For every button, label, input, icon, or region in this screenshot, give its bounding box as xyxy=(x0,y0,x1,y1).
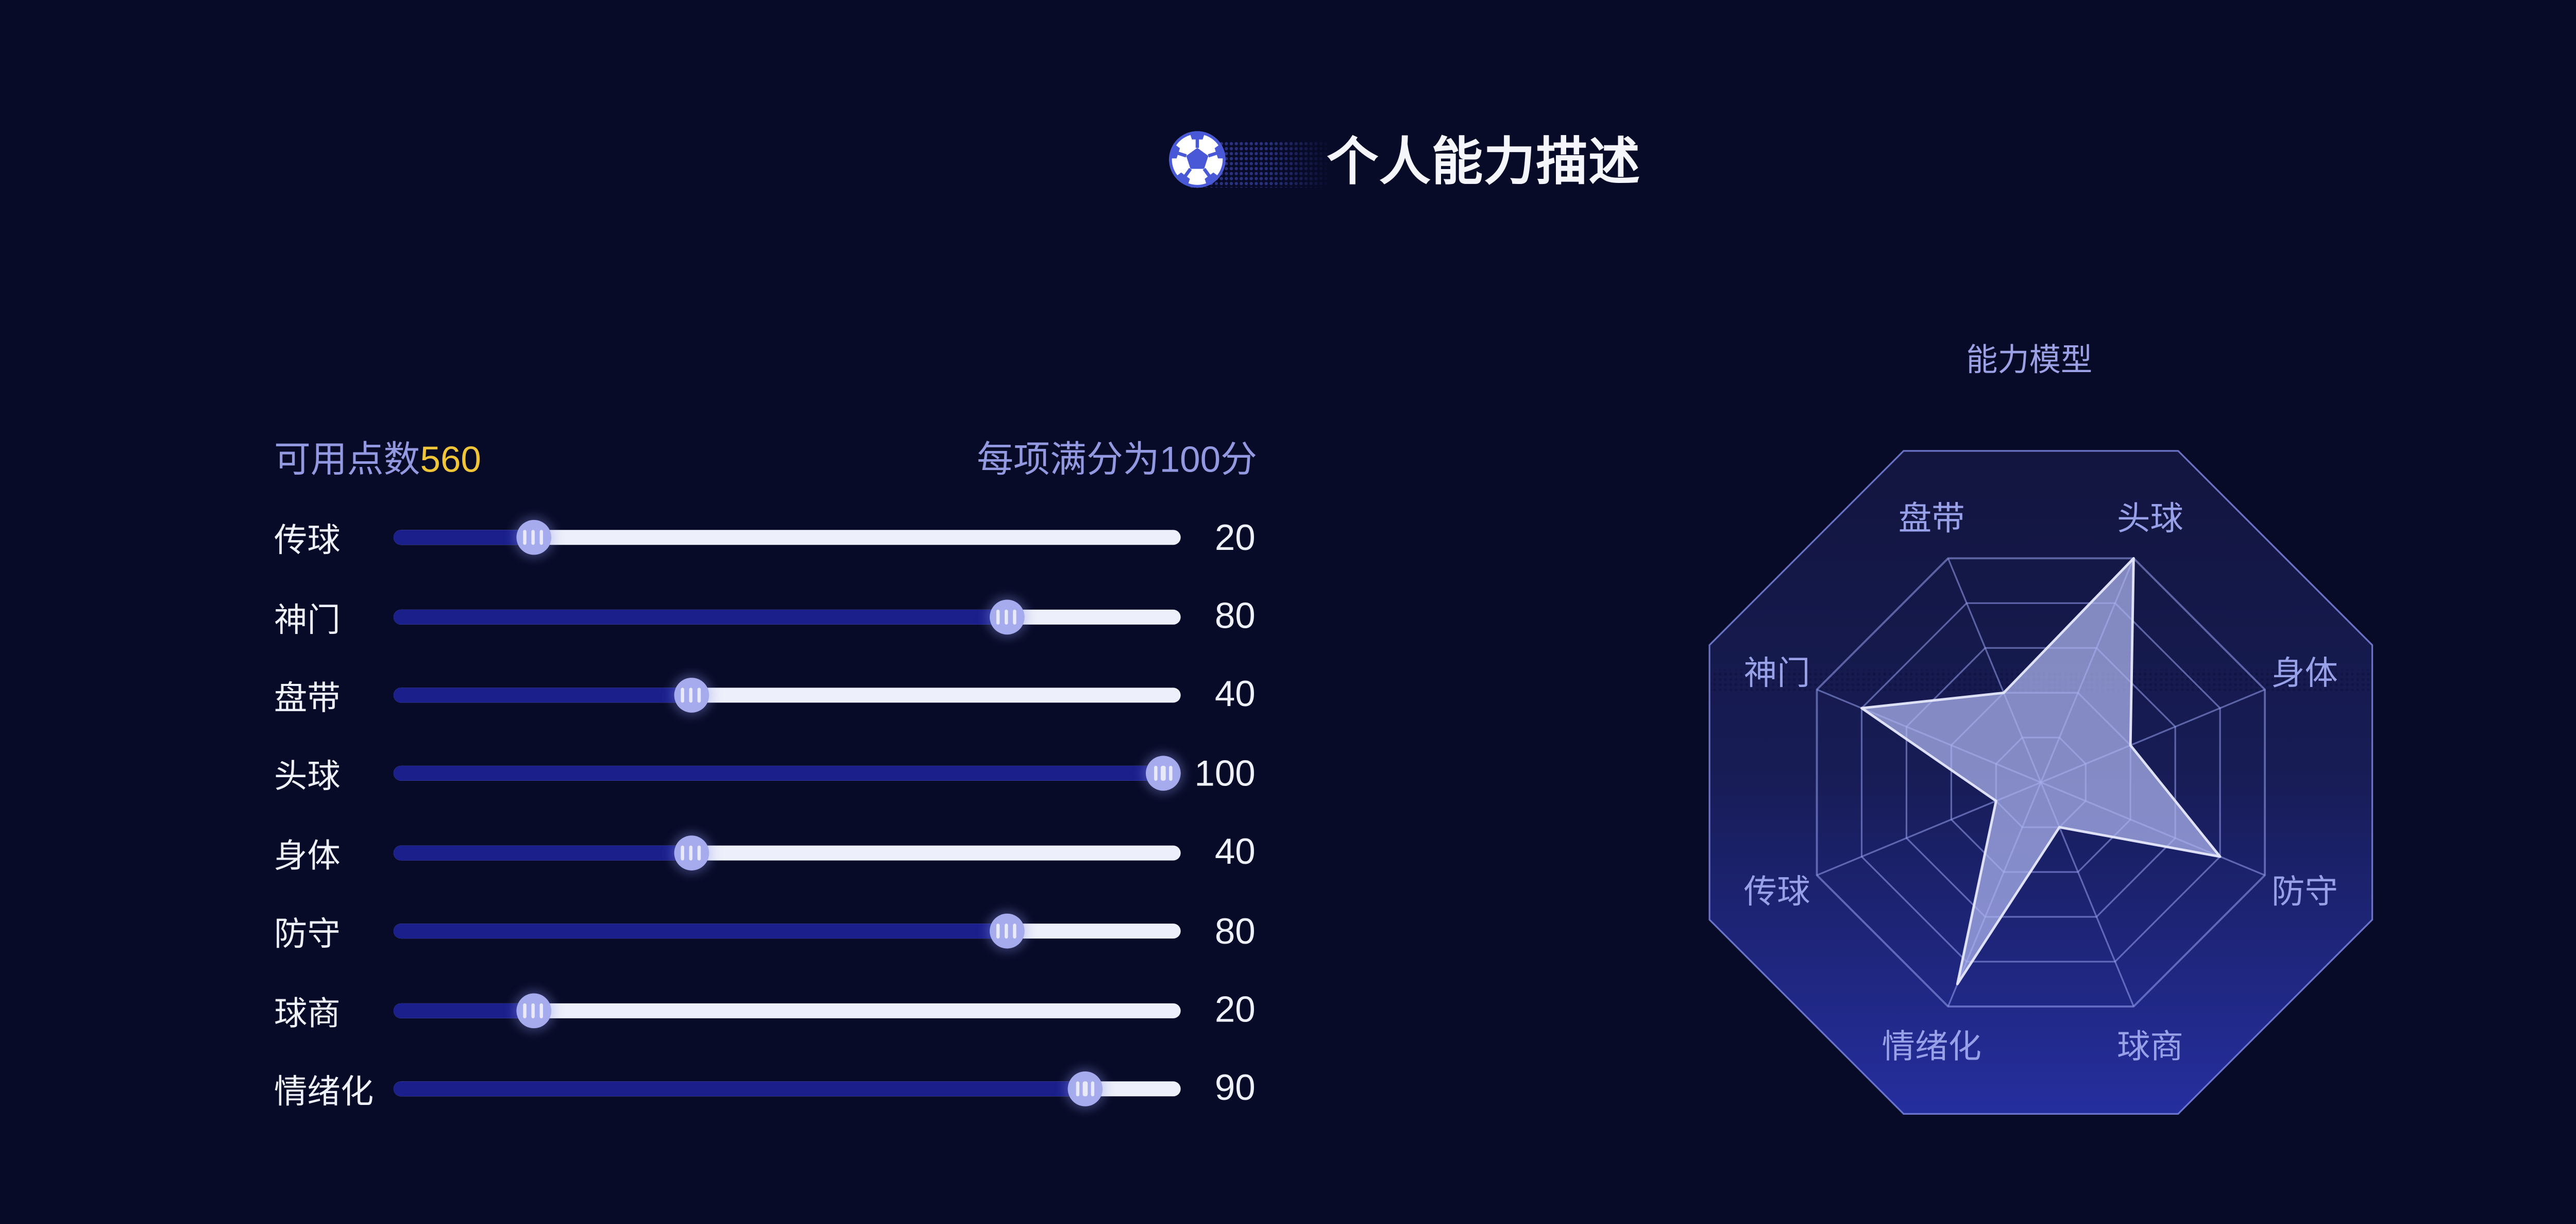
slider-label: 球商 xyxy=(274,996,341,1033)
radar-axis-label: 传球 xyxy=(1744,873,1810,910)
slider-value: 20 xyxy=(1214,516,1256,558)
slider-thumb[interactable] xyxy=(989,914,1024,949)
slider-value: 90 xyxy=(1214,1067,1256,1109)
slider-track[interactable] xyxy=(393,835,1181,870)
radar-axis-label: 情绪化 xyxy=(1882,1028,1981,1065)
slider-track[interactable] xyxy=(393,1071,1181,1106)
slider-fill xyxy=(393,1081,1086,1097)
slider-row: 身体 40 xyxy=(274,813,1257,892)
soccer-ball-icon xyxy=(1169,131,1226,188)
slider-row: 情绪化 90 xyxy=(274,1049,1257,1128)
available-points-label: 可用点数 xyxy=(274,438,420,480)
max-score-note: 每项满分为100分 xyxy=(977,438,1257,480)
info-line: 可用点数560 每项满分为100分 xyxy=(274,435,1257,480)
slider-row: 神门 80 xyxy=(274,577,1257,656)
slider-value: 100 xyxy=(1194,752,1256,794)
slider-value: 40 xyxy=(1214,831,1256,873)
slider-thumb[interactable] xyxy=(989,599,1024,634)
radar-axis-label: 防守 xyxy=(2272,873,2338,910)
slider-label: 头球 xyxy=(274,760,341,797)
slider-fill xyxy=(393,530,533,545)
radar-axis-label: 盘带 xyxy=(1899,500,1965,537)
slider-fill xyxy=(393,609,1007,624)
slider-fill xyxy=(393,924,1007,939)
slider-fill xyxy=(393,766,1163,782)
slider-label: 神门 xyxy=(274,602,341,639)
slider-thumb[interactable] xyxy=(673,835,708,870)
slider-thumb[interactable] xyxy=(515,520,551,556)
slider-row: 传球 20 xyxy=(274,498,1257,577)
slider-thumb[interactable] xyxy=(1146,756,1181,792)
slider-list: 传球 20 神门 80 盘带 40 头球 100 身体 40 防守 80 球商 20 情绪化 90 xyxy=(274,498,1257,1128)
slider-row: 防守 80 xyxy=(274,892,1257,971)
slider-track[interactable] xyxy=(393,520,1181,556)
page-title: 个人能力描述 xyxy=(1327,132,1641,191)
slider-fill xyxy=(393,1002,533,1018)
radar-chart-title: 能力模型 xyxy=(1966,344,2093,379)
slider-row: 球商 20 xyxy=(274,970,1257,1049)
slider-row: 盘带 40 xyxy=(274,656,1257,734)
slider-label: 情绪化 xyxy=(274,1075,374,1112)
slider-label: 防守 xyxy=(274,917,341,954)
slider-label: 身体 xyxy=(274,838,341,875)
slider-label: 盘带 xyxy=(274,681,341,718)
radar-axis-label: 神门 xyxy=(1744,655,1810,692)
radar-axis-label: 身体 xyxy=(2272,655,2338,692)
slider-value: 40 xyxy=(1214,673,1256,715)
radar-axis-label: 头球 xyxy=(2117,500,2183,537)
slider-value: 80 xyxy=(1214,910,1256,951)
slider-track[interactable] xyxy=(393,756,1181,792)
available-points-value: 560 xyxy=(420,438,481,480)
radar-axis-label: 球商 xyxy=(2117,1028,2183,1065)
slider-thumb[interactable] xyxy=(515,992,551,1028)
slider-row: 头球 100 xyxy=(274,734,1257,813)
slider-fill xyxy=(393,845,691,860)
available-points: 可用点数560 xyxy=(274,430,481,483)
slider-track[interactable] xyxy=(393,992,1181,1028)
slider-track[interactable] xyxy=(393,599,1181,634)
slider-value: 20 xyxy=(1214,988,1256,1030)
slider-value: 80 xyxy=(1214,595,1256,636)
slider-thumb[interactable] xyxy=(1067,1071,1103,1106)
slider-track[interactable] xyxy=(393,677,1181,713)
slider-fill xyxy=(393,688,691,703)
slider-label: 传球 xyxy=(274,523,341,560)
slider-thumb[interactable] xyxy=(673,677,708,713)
slider-track[interactable] xyxy=(393,914,1181,949)
